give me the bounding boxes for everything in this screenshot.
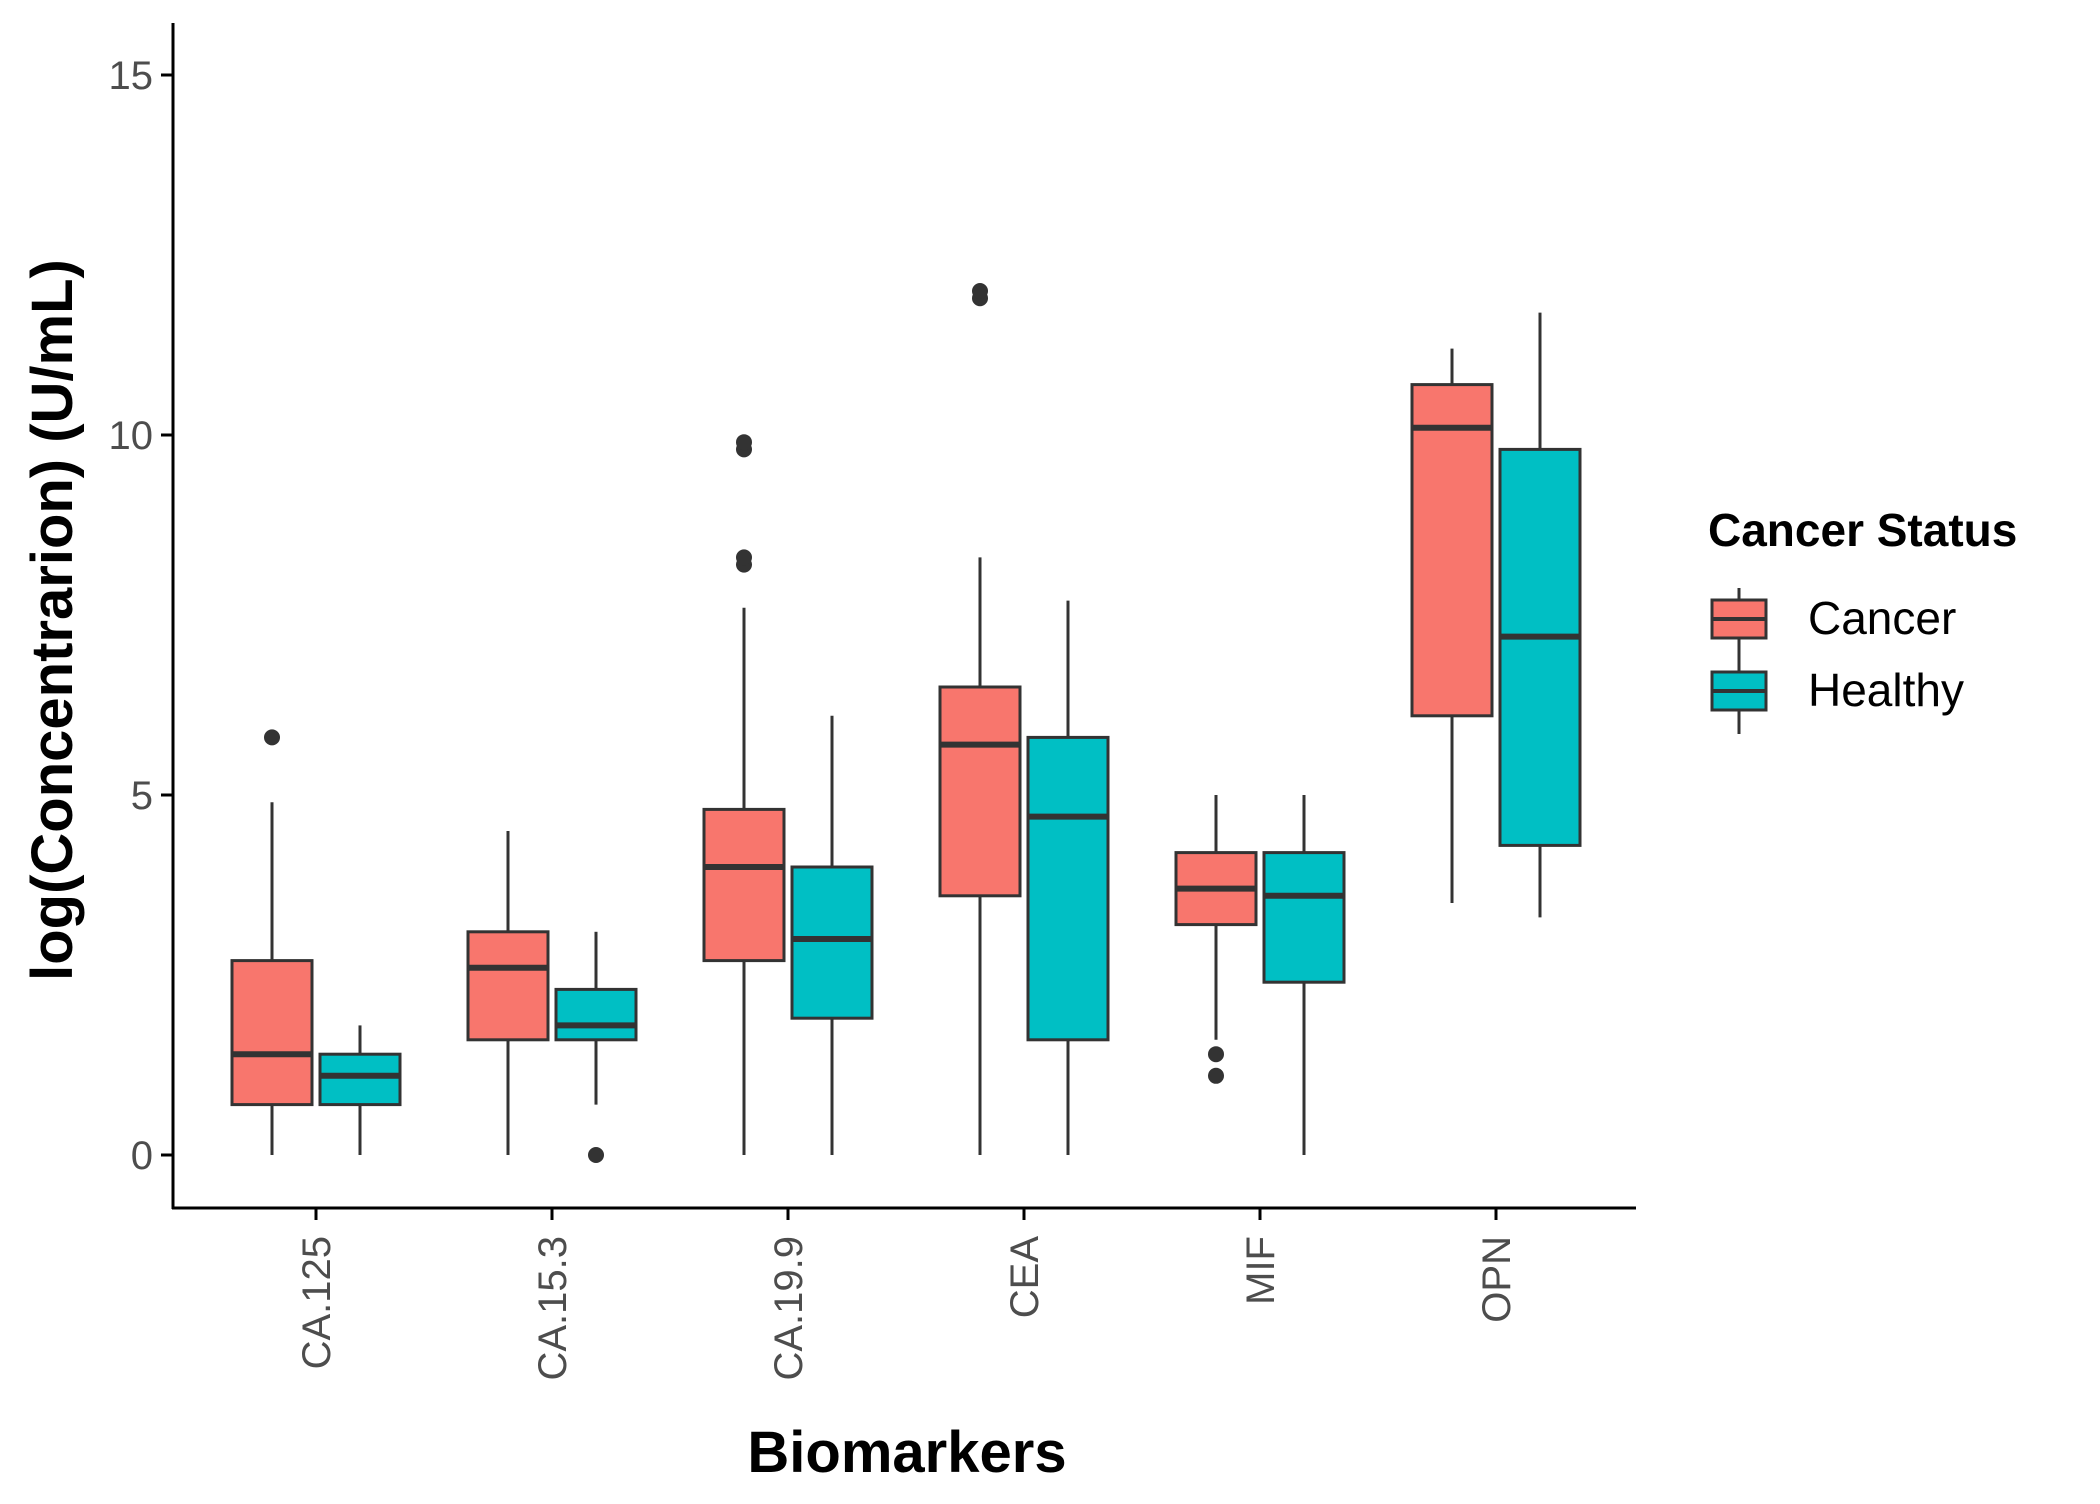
boxplot-cancer-mif (1174, 795, 1258, 1084)
outlier-point (588, 1147, 604, 1163)
outlier-point (736, 434, 752, 451)
y-tick-label: 15 (109, 54, 154, 98)
box-iqr (938, 685, 1022, 898)
x-tick-label: CA.125 (295, 1236, 339, 1369)
y-axis-ticks: 0 5 10 15 (109, 54, 173, 1178)
outlier-point (736, 549, 752, 566)
legend-key-cancer (1710, 588, 1768, 662)
box-iqr (790, 865, 874, 1020)
axes: 0 5 10 15 CA.125 CA.15.3 CA.19.9 CEA MIF OPN (109, 23, 1636, 1381)
outlier-point (1208, 1067, 1224, 1084)
boxplot-healthy-ca-125 (318, 1025, 402, 1155)
x-axis-title: Biomarkers (747, 1420, 1066, 1485)
x-tick-label: MIF (1239, 1236, 1283, 1305)
legend-label-healthy: Healthy (1808, 664, 1964, 716)
box-iqr (554, 987, 638, 1042)
box-iqr (702, 807, 786, 963)
legend-key-healthy (1710, 660, 1768, 734)
x-tick-label: OPN (1475, 1236, 1519, 1323)
boxplot-cancer-ca-19-9 (702, 434, 786, 1155)
x-tick-label: CEA (1003, 1236, 1047, 1319)
box-iqr (1410, 383, 1494, 718)
box-iqr (318, 1052, 402, 1107)
boxplot-healthy-opn (1498, 312, 1582, 918)
boxplot-healthy-ca-19-9 (790, 715, 874, 1155)
plot-area (230, 283, 1582, 1163)
x-tick-label: CA.15.3 (531, 1236, 575, 1381)
boxplot-healthy-ca-15-3 (554, 931, 638, 1163)
legend-label-cancer: Cancer (1808, 592, 1956, 644)
y-tick-label: 5 (131, 774, 153, 818)
box-iqr (1026, 735, 1110, 1042)
legend-title: Cancer Status (1708, 504, 2017, 556)
boxplot-cancer-ca-15-3 (466, 831, 550, 1155)
x-axis-ticks: CA.125 CA.15.3 CA.19.9 CEA MIF OPN (295, 1208, 1519, 1381)
box-iqr (466, 930, 550, 1042)
box-iqr (230, 959, 314, 1107)
boxplot-healthy-cea (1026, 600, 1110, 1155)
boxplot-cancer-ca-125 (230, 729, 314, 1155)
box-iqr (1498, 447, 1582, 847)
legend: Cancer Status Cancer Healthy (1708, 504, 2017, 734)
boxplot-cancer-opn (1410, 348, 1494, 903)
boxplot-healthy-mif (1262, 795, 1346, 1155)
y-tick-label: 0 (131, 1134, 153, 1178)
boxplot-cancer-cea (938, 283, 1022, 1155)
outlier-point (1208, 1046, 1224, 1063)
y-axis-title: log(Concentrarion) (U/mL) (20, 259, 85, 981)
outlier-point (972, 283, 988, 299)
outlier-point (264, 729, 280, 746)
x-tick-label: CA.19.9 (767, 1236, 811, 1381)
box-iqr (1262, 851, 1346, 984)
y-tick-label: 10 (109, 414, 154, 458)
